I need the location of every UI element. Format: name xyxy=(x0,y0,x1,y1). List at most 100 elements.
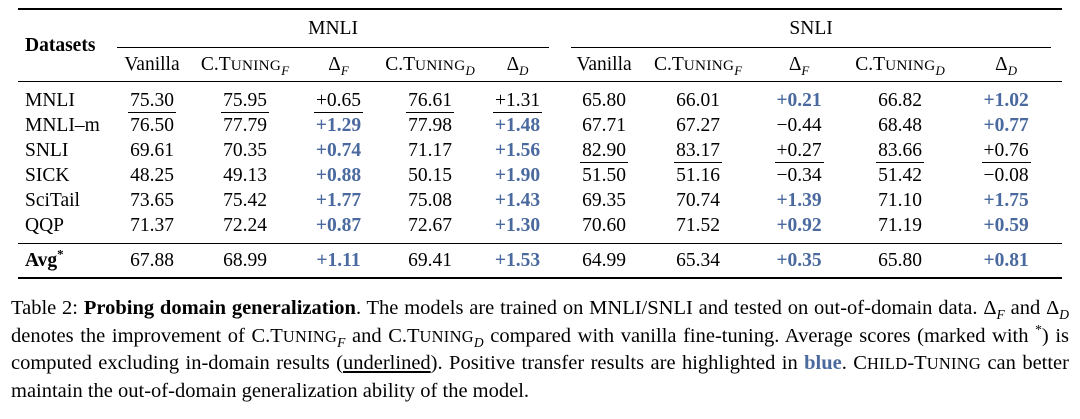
table-cell: −0.44 xyxy=(776,114,822,136)
table-cell: +0.21 xyxy=(776,89,822,111)
table-cell: 71.37 xyxy=(130,214,174,236)
table-cell: 65.80 xyxy=(878,249,922,271)
table-cell: 70.60 xyxy=(582,214,626,236)
table-cell: 76.61 xyxy=(406,89,454,113)
row-label: SciTail xyxy=(25,189,80,211)
column-header: ΔF xyxy=(292,48,385,82)
table-cell: 69.61 xyxy=(130,139,174,161)
caption-segment: UNING xyxy=(926,354,982,373)
table-row: MNLI 75.30 75.95 +0.65 76.61 +1.31 65.80 66.01 +… xyxy=(18,82,1062,114)
table-cell: +0.87 xyxy=(315,214,362,236)
row-label: SICK xyxy=(25,164,70,186)
row-label: Avg* xyxy=(25,247,64,271)
column-header: C.TUNINGF xyxy=(648,48,749,82)
column-header: ΔD xyxy=(950,48,1063,82)
table-cell: 70.35 xyxy=(223,139,267,161)
caption-segment: UNING xyxy=(419,326,474,346)
table-caption: Table 2: Probing domain generalization. … xyxy=(11,295,1069,405)
table-cell: +0.65 xyxy=(313,89,364,113)
results-table: Datasets MNLI SNLI Vanilla C.TUNINGF ΔF C.T… xyxy=(18,8,1063,279)
table-cell: +1.02 xyxy=(983,89,1029,111)
caption-segment: denotes the improvement of C.T xyxy=(11,324,283,347)
table-cell: +1.48 xyxy=(494,114,541,136)
table-cell: 71.52 xyxy=(676,214,720,236)
table-cell: 69.35 xyxy=(582,189,626,211)
table-cell: 67.71 xyxy=(582,114,626,136)
caption-segment: D xyxy=(1059,307,1070,323)
table-cell: 49.13 xyxy=(223,164,267,186)
table-cell: +0.92 xyxy=(776,214,822,236)
table-cell: 66.01 xyxy=(676,89,720,111)
table-cell: +1.30 xyxy=(494,214,541,236)
row-label: QQP xyxy=(25,214,65,236)
table-cell: +0.88 xyxy=(315,164,362,186)
column-header: C.TUNINGF xyxy=(198,48,292,82)
column-header: Vanilla xyxy=(560,48,649,82)
table-cell: 73.65 xyxy=(130,189,174,211)
table-cell: 67.27 xyxy=(676,114,720,136)
table-cell: 82.90 xyxy=(580,139,628,163)
table-cell: 83.66 xyxy=(876,139,924,163)
caption-segment: -T xyxy=(907,352,927,374)
table-cell: +0.77 xyxy=(983,114,1029,136)
table-cell: 50.15 xyxy=(408,164,452,186)
caption-segment: and C.T xyxy=(345,324,420,347)
table-body: MNLI 75.30 75.95 +0.65 76.61 +1.31 65.80 66.01 +… xyxy=(18,82,1063,279)
table-cell: +0.76 xyxy=(981,139,1031,163)
caption-segment: Δ xyxy=(1046,297,1060,319)
snli-group-rule xyxy=(571,47,1052,48)
snli-group-label: SNLI xyxy=(789,18,833,39)
table-cell: 48.25 xyxy=(130,164,174,186)
column-header: ΔF xyxy=(748,48,851,82)
table-cell: 68.99 xyxy=(223,249,267,271)
table-cell: 75.08 xyxy=(408,189,452,211)
table-cell: −0.08 xyxy=(983,164,1029,186)
table-cell: +0.27 xyxy=(774,139,824,163)
table-row: SNLI 69.61 70.35 +0.74 71.17 +1.56 82.90 83.17 +… xyxy=(18,138,1062,163)
table-cell: 65.80 xyxy=(582,89,626,111)
column-header: C.TUNINGD xyxy=(850,48,951,82)
table-cell: 75.95 xyxy=(221,89,269,113)
table-cell: 71.19 xyxy=(878,214,922,236)
table-cell: +1.56 xyxy=(494,139,541,161)
row-label: SNLI xyxy=(25,139,69,161)
row-label: MNLI–m xyxy=(25,114,100,136)
table-cell: 77.98 xyxy=(408,114,452,136)
table-cell: 51.42 xyxy=(878,164,922,186)
table-cell: 83.17 xyxy=(674,139,722,163)
table-cell: 72.24 xyxy=(223,214,267,236)
table-cell: +1.53 xyxy=(494,249,541,271)
table-cell: +1.39 xyxy=(776,189,822,211)
table-cell: +0.35 xyxy=(776,249,822,271)
caption-segment: HILD xyxy=(866,354,908,373)
table-cell: 51.50 xyxy=(582,164,626,186)
column-header: ΔD xyxy=(475,48,561,82)
table-cell: 64.99 xyxy=(582,249,626,271)
table-row: SciTail 73.65 75.42 +1.77 75.08 +1.43 69.35 70.… xyxy=(18,188,1062,213)
table-cell: −0.34 xyxy=(776,164,822,186)
caption-segment: UNING xyxy=(282,326,338,346)
column-header: C.TUNINGD xyxy=(385,48,475,82)
table-cell: +0.74 xyxy=(315,139,362,161)
caption-segment: F xyxy=(337,334,346,350)
table-cell: 72.67 xyxy=(408,214,452,236)
table-cell: 71.17 xyxy=(408,139,452,161)
table-cell: +1.90 xyxy=(494,164,541,186)
table-cell: 66.82 xyxy=(878,89,922,111)
table-row: QQP 71.37 72.24 +0.87 72.67 +1.30 70.60 71.52 +0… xyxy=(18,213,1062,244)
mnli-group-rule xyxy=(117,47,550,48)
table-cell: 71.10 xyxy=(878,189,922,211)
table-cell: +1.11 xyxy=(316,249,361,271)
snli-group-header: SNLI xyxy=(560,9,1062,48)
table-cell: 77.79 xyxy=(223,114,267,136)
group-header-row: Datasets MNLI SNLI xyxy=(18,9,1062,82)
table-cell: +1.75 xyxy=(983,189,1029,211)
mnli-group-header: MNLI xyxy=(106,9,560,48)
table-row: Avg* 67.88 68.99 +1.11 69.41 +1.53 64.99 65.34 +… xyxy=(18,243,1063,279)
table-cell: +0.81 xyxy=(983,249,1029,271)
table-cell: +1.29 xyxy=(315,114,362,136)
caption-segment: . The models are trained on MNLI/SNLI an… xyxy=(355,297,984,319)
table-cell: 75.30 xyxy=(128,89,176,113)
caption-segment: . C xyxy=(841,352,867,374)
table-cell: 70.74 xyxy=(676,189,720,211)
